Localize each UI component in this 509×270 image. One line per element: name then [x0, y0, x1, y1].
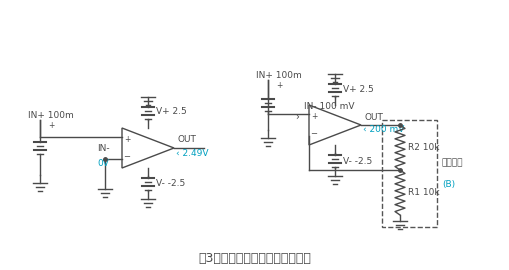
Text: ‹ 200 mV: ‹ 200 mV [362, 126, 404, 134]
Text: IN- 100 mV: IN- 100 mV [303, 102, 354, 111]
Text: OUT: OUT [178, 136, 196, 144]
Text: +: + [48, 122, 54, 130]
Text: ‹ 2.49V: ‹ 2.49V [176, 148, 208, 157]
Bar [381, 120, 436, 227]
Text: 0V: 0V [97, 159, 109, 168]
Text: −: − [123, 152, 130, 161]
Text: −: − [310, 129, 317, 138]
Text: OUT: OUT [364, 113, 383, 122]
Text: +: + [310, 112, 317, 121]
Text: ›: › [295, 112, 298, 122]
Text: (B): (B) [441, 180, 454, 189]
Text: R1 10k: R1 10k [407, 188, 439, 197]
Text: IN-: IN- [97, 144, 109, 153]
Text: 反馈系数: 反馈系数 [441, 158, 463, 167]
Text: V+ 2.5: V+ 2.5 [343, 85, 373, 93]
Text: V- -2.5: V- -2.5 [343, 157, 372, 166]
Text: +: + [124, 135, 130, 144]
Text: V- -2.5: V- -2.5 [156, 180, 185, 188]
Text: V+ 2.5: V+ 2.5 [156, 107, 186, 116]
Text: R2 10k: R2 10k [407, 143, 439, 152]
Text: IN+ 100m: IN+ 100m [28, 110, 74, 120]
Text: IN+ 100m: IN+ 100m [256, 70, 301, 79]
Text: +: + [275, 82, 282, 90]
Text: 图3：开环（左）与负反馈（右）: 图3：开环（左）与负反馈（右） [198, 251, 311, 265]
